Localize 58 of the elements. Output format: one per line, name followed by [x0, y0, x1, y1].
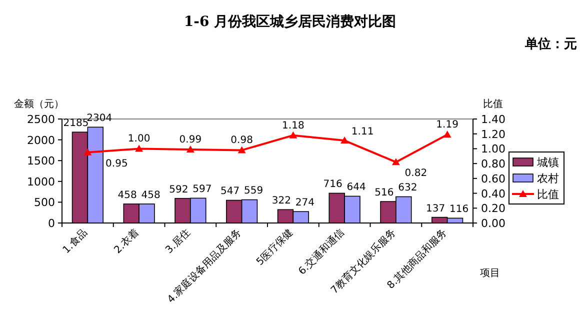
data-label: 1.19 — [436, 120, 458, 131]
data-label: 632 — [398, 182, 418, 194]
text: 单位：元 — [524, 36, 577, 52]
point — [443, 130, 452, 138]
point — [84, 148, 92, 156]
data-label: 0.99 — [179, 134, 202, 146]
x-tick-label: 5医疗保健 — [254, 226, 296, 268]
y2-tick-label: 1.00 — [481, 142, 506, 156]
data-label: 458 — [141, 190, 160, 201]
data-label: 0.82 — [404, 168, 428, 180]
data-label: 559 — [244, 186, 264, 197]
data-label: 1.11 — [351, 126, 374, 138]
data-label: 597 — [192, 184, 212, 196]
data-label: 116 — [449, 204, 469, 216]
y2-tick-label: 1.20 — [481, 128, 506, 141]
y-axis-title: 金额（元） — [14, 98, 64, 110]
y2-axis-title: 比值 — [483, 98, 503, 110]
data-label: 322 — [272, 196, 292, 207]
data-label: 716 — [323, 179, 342, 190]
y-tick-label: 500 — [34, 196, 55, 210]
point — [238, 146, 246, 154]
point — [289, 131, 298, 138]
y-tick-label: 1000 — [27, 175, 55, 188]
data-label: 0.95 — [106, 158, 128, 170]
data-label: 274 — [295, 198, 314, 209]
data-label: 1.00 — [128, 134, 150, 145]
y2-tick-label: 1.40 — [481, 113, 506, 126]
x-tick-label: 2.衣着 — [112, 226, 142, 256]
y2-tick-label: 0.20 — [481, 202, 506, 216]
data-label: 516 — [374, 188, 394, 199]
x-axis-title: 项目 — [480, 268, 500, 279]
data-label: 547 — [220, 186, 240, 198]
y-tick-label: 0 — [48, 217, 55, 230]
data-label: 644 — [346, 182, 366, 194]
point — [340, 136, 349, 144]
data-label: 0.98 — [230, 135, 253, 146]
data-label: 458 — [118, 190, 137, 201]
y2-tick-label: 0.80 — [481, 158, 506, 171]
y2-tick-label: 0.00 — [481, 217, 506, 230]
y-tick-label: 2500 — [27, 113, 55, 126]
data-label: 2185 — [63, 118, 89, 130]
legend-label: 城镇 — [536, 156, 559, 169]
y-tick-label: 1500 — [27, 154, 55, 168]
point — [392, 158, 400, 166]
legend-label: 农村 — [537, 172, 559, 185]
data-label: 2304 — [86, 113, 112, 124]
y-tick-label: 2000 — [27, 134, 55, 147]
x-tick-label: 3.居住 — [164, 227, 193, 256]
data-label: 137 — [426, 203, 446, 214]
data-label: 592 — [169, 184, 188, 196]
x-tick-label: 1.食品 — [60, 226, 90, 256]
y2-tick-label: 0.60 — [481, 172, 506, 186]
data-label: 1.18 — [282, 120, 304, 132]
point — [186, 145, 194, 152]
y2-tick-label: 0.40 — [481, 187, 506, 200]
point — [135, 144, 144, 152]
chart-title: 1-6 月份我区城乡居民消费对比图 — [184, 13, 396, 30]
legend-label: 比值 — [537, 188, 559, 201]
